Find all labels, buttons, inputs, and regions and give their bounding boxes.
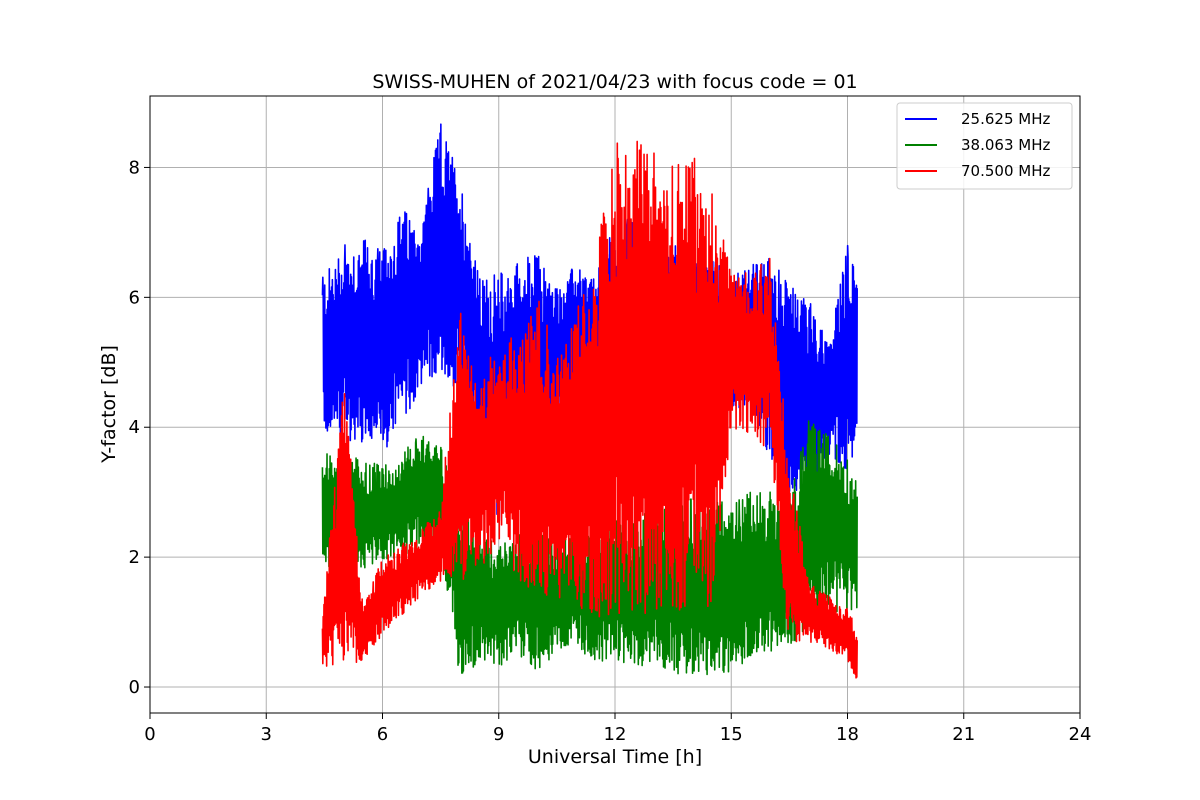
legend-entry: 38.063 MHz [961, 136, 1050, 154]
plot-area [321, 123, 858, 679]
y-tick-label: 8 [129, 157, 140, 178]
x-tick-label: 12 [604, 724, 627, 745]
x-tick-label: 3 [261, 724, 272, 745]
legend-entry: 25.625 MHz [961, 110, 1050, 128]
x-tick-label: 15 [720, 724, 743, 745]
y-tick-label: 2 [129, 547, 140, 568]
x-tick-label: 21 [952, 724, 975, 745]
y-axis-label: Y-factor [dB] [98, 345, 120, 464]
legend-box [896, 102, 1073, 190]
chart-title: SWISS-MUHEN of 2021/04/23 with focus cod… [372, 71, 857, 93]
x-tick-label: 0 [144, 724, 155, 745]
x-tick-label: 9 [493, 724, 504, 745]
x-tick-label: 24 [1069, 724, 1092, 745]
legend: 25.625 MHz 38.063 MHz 70.500 MHz [896, 102, 1073, 190]
legend-entry: 70.500 MHz [961, 162, 1050, 180]
y-tick-label: 6 [129, 287, 140, 308]
x-tick-label: 6 [377, 724, 388, 745]
x-axis-label: Universal Time [h] [528, 746, 702, 768]
series-line [321, 140, 858, 679]
y-tick-label: 4 [129, 417, 140, 438]
x-tick-label: 18 [836, 724, 859, 745]
y-tick-label: 0 [129, 677, 140, 698]
